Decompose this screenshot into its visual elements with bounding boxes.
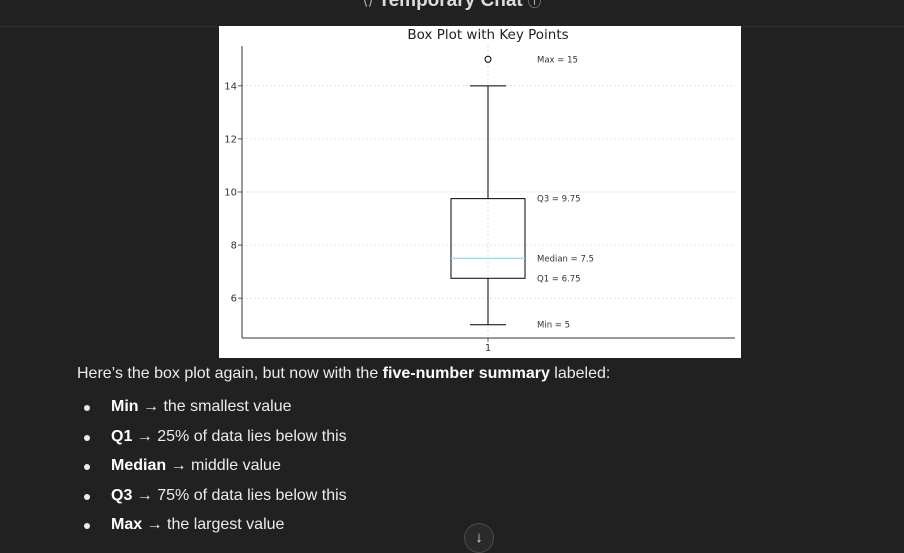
list-item: Q3 → 75% of data lies below this <box>84 483 347 513</box>
item-desc: → middle value <box>166 457 281 474</box>
item-term: Median <box>111 457 167 474</box>
temporary-chat-icon: ⟨⟩ <box>362 0 374 8</box>
bullet-icon <box>84 493 90 500</box>
annotation-label: Min = 5 <box>537 321 570 331</box>
item-term: Q1 <box>111 427 133 445</box>
summary-list: Min → the smallest value Q1 → 25% of dat… <box>84 394 347 542</box>
x-tick-label: 1 <box>485 343 491 354</box>
box-plot-chart: Box Plot with Key Points 6 8 10 12 14 1 Max =… <box>224 27 735 354</box>
box-plot-image: Box Plot with Key Points 6 8 10 12 14 1 Max =… <box>219 26 741 358</box>
item-desc: → 75% of data lies below this <box>132 486 347 504</box>
intro-before: Here’s the box plot again, but now with … <box>77 365 383 382</box>
bullet-icon <box>84 523 90 529</box>
annotation-label: Median = 7.5 <box>537 254 594 264</box>
item-desc: → the smallest value <box>138 398 292 415</box>
bullet-icon <box>84 434 90 441</box>
chart-title: Box Plot with Key Points <box>407 27 568 43</box>
intro-bold: five-number summary <box>382 365 550 382</box>
y-tick-label: 8 <box>231 241 237 252</box>
arrow-down-icon: ↓ <box>475 529 483 546</box>
y-tick-label: 12 <box>224 134 237 145</box>
chat-title-text: Temporary Chat <box>378 0 523 11</box>
annotation-label: Q3 = 9.75 <box>537 195 581 205</box>
list-item: Q1 → 25% of data lies below this <box>84 424 347 454</box>
chat-title[interactable]: ⟨⟩ Temporary Chat ⓘ <box>0 0 904 12</box>
item-term: Min <box>111 398 139 415</box>
y-tick-label: 14 <box>224 81 237 92</box>
item-term: Q3 <box>111 486 133 504</box>
item-desc: → 25% of data lies below this <box>132 427 347 445</box>
annotation-label: Q1 = 6.75 <box>537 274 581 284</box>
annotation-label: Max = 15 <box>537 55 578 65</box>
iqr-box <box>450 198 526 279</box>
intro-after: labeled: <box>549 365 611 382</box>
list-item: Min → the smallest value <box>84 394 347 424</box>
list-item: Median → middle value <box>84 453 347 483</box>
y-tick-label: 10 <box>224 188 237 199</box>
list-item: Max → the largest value <box>84 512 347 542</box>
bullet-icon <box>84 464 90 470</box>
info-icon[interactable]: ⓘ <box>528 0 542 10</box>
outlier-point <box>484 55 492 63</box>
bullet-icon <box>84 405 90 411</box>
intro-text: Here’s the box plot again, but now with … <box>77 365 610 383</box>
item-term: Max <box>111 516 143 533</box>
item-desc: → the largest value <box>142 516 285 533</box>
scroll-down-button[interactable]: ↓ <box>464 523 494 553</box>
top-bar: ⟨⟩ Temporary Chat ⓘ <box>0 0 904 27</box>
y-tick-label: 6 <box>231 294 237 305</box>
